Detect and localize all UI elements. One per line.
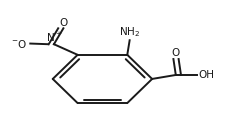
Text: $^{-}$O: $^{-}$O	[11, 38, 27, 50]
Text: O: O	[171, 48, 179, 58]
Text: O: O	[60, 18, 68, 28]
Text: OH: OH	[198, 70, 214, 80]
Text: N$^+$: N$^+$	[46, 30, 62, 44]
Text: NH$_2$: NH$_2$	[119, 25, 140, 39]
